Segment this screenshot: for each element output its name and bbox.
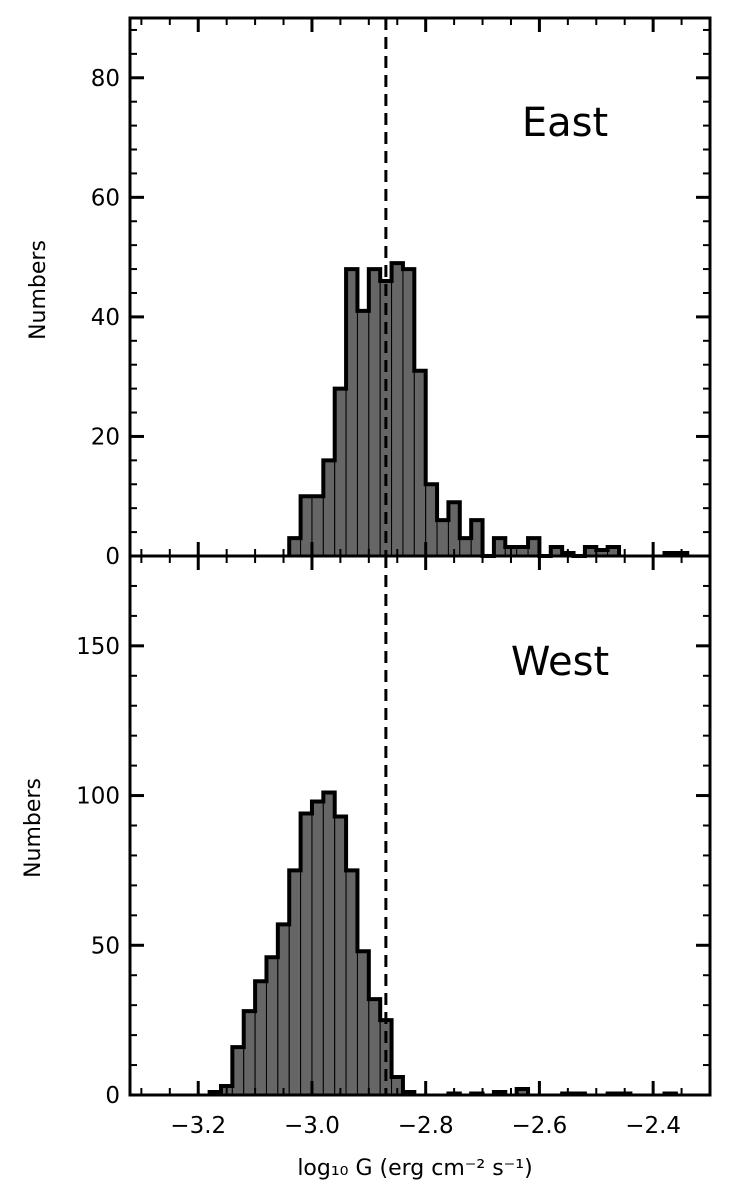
west-ytick-label: 100	[76, 784, 120, 810]
west-panel: 0 50 100 150 −3.2 −3.0 −2.8 −2.6 −2.4 Numbers West…	[21, 554, 712, 1181]
east-bar	[356, 310, 370, 557]
east-ytick-label: 40	[91, 305, 120, 331]
west-plot-frame	[128, 554, 712, 1097]
west-xtick-label: −3.0	[284, 1113, 340, 1139]
west-bar	[322, 792, 336, 1096]
east-bar	[436, 519, 449, 557]
east-panel-label: East	[522, 100, 608, 146]
west-ytick-label: 0	[105, 1083, 120, 1109]
east-panel: 0 20 40 60 80 Numbers East	[26, 16, 712, 570]
west-xtick-label: −3.2	[170, 1113, 226, 1139]
east-bar	[391, 262, 404, 557]
east-bar	[311, 495, 324, 557]
west-xtick-label: −2.6	[511, 1113, 567, 1139]
west-ytick-label: 150	[76, 634, 120, 660]
east-ytick-label: 0	[105, 544, 120, 570]
west-ytick-label: 50	[91, 933, 120, 959]
west-panel-label: West	[511, 639, 609, 685]
east-ylabel: Numbers	[26, 240, 51, 340]
west-xlabel: log₁₀ G (erg cm⁻² s⁻¹)	[297, 1156, 532, 1181]
west-bar	[311, 801, 324, 1096]
west-xtick-label: −2.8	[398, 1113, 454, 1139]
east-ytick-label: 80	[91, 66, 120, 92]
east-ytick-label: 60	[91, 185, 120, 211]
west-xtick-label: −2.4	[625, 1113, 681, 1139]
east-ytick-label: 20	[91, 424, 120, 450]
east-bar	[459, 537, 472, 557]
west-ylabel: Numbers	[21, 778, 46, 878]
